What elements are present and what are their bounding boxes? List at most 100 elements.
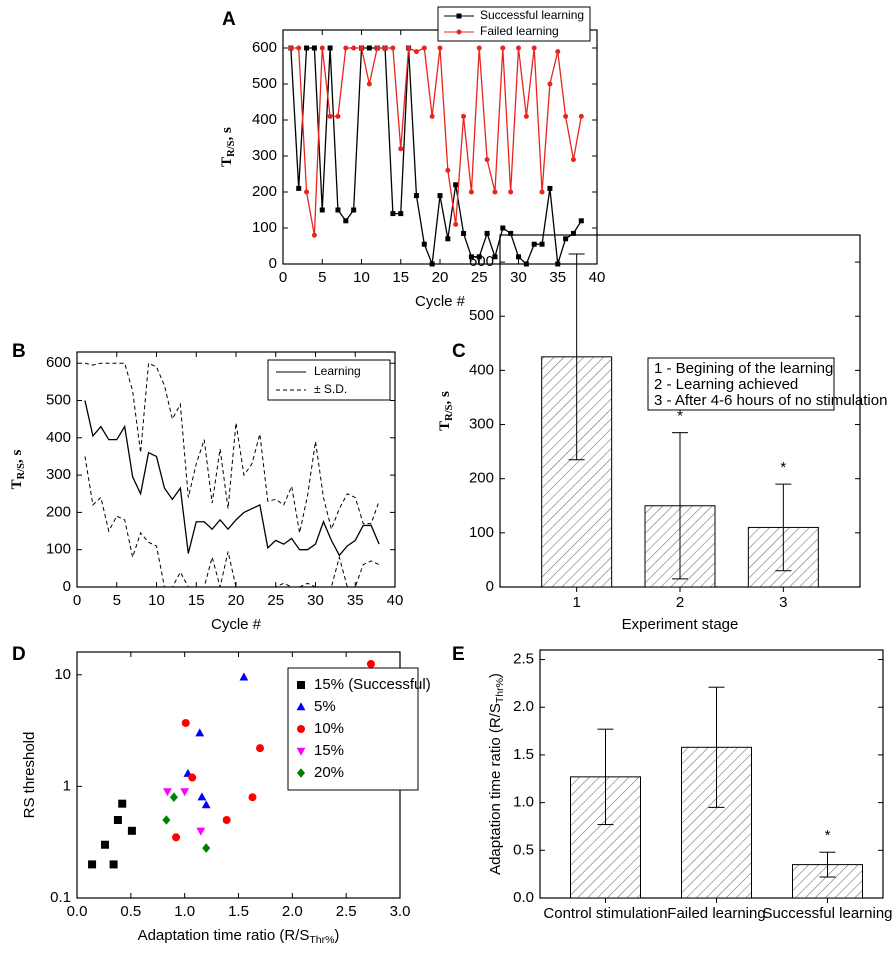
marker: [468, 189, 474, 195]
marker: [570, 230, 576, 236]
marker: [492, 189, 498, 195]
marker: [118, 799, 127, 808]
series-line: [84, 456, 380, 588]
marker: [484, 230, 490, 236]
marker: [547, 81, 553, 87]
y-axis-label: Adaptation time ratio (R/SThr%): [487, 673, 506, 875]
y-tick-label: 500: [252, 75, 277, 92]
marker: [327, 113, 333, 119]
marker: [201, 800, 211, 809]
y-tick-label: 0: [63, 578, 71, 595]
marker: [88, 860, 97, 869]
y-axis-label-sub: R/S: [226, 140, 237, 157]
marker: [100, 840, 109, 849]
x-axis-label-sub: Thr%: [309, 934, 334, 946]
significance-mark: *: [677, 408, 683, 425]
marker: [516, 254, 521, 260]
marker: [570, 157, 576, 163]
x-tick-label: 25: [267, 592, 284, 609]
y-axis-label-after: , s: [9, 449, 25, 463]
x-tick-label: 15: [392, 269, 409, 286]
marker: [476, 45, 482, 51]
marker: [429, 261, 435, 267]
marker: [398, 211, 404, 217]
y-axis-label-sub: Thr%: [494, 678, 506, 703]
marker: [297, 768, 305, 778]
panel-letter: A: [222, 9, 236, 30]
y-axis-label: TR/S, s: [219, 127, 237, 167]
legend-label: 5%: [314, 698, 336, 715]
marker: [578, 218, 584, 224]
y-axis-label: TR/S, s: [437, 391, 455, 431]
x-axis-label: Adaptation time ratio (R/SThr%): [138, 927, 340, 946]
y-axis-label-main: T: [437, 421, 453, 431]
y-tick-label: 600: [469, 253, 494, 270]
y-axis-label-sub: R/S: [16, 463, 27, 480]
y-tick-label: 1.5: [513, 746, 534, 763]
marker: [390, 45, 396, 51]
significance-mark: *: [825, 827, 831, 844]
y-axis-label: RS threshold: [21, 732, 38, 819]
marker: [390, 211, 396, 217]
y-tick-label: 0.5: [513, 841, 534, 858]
marker: [398, 146, 404, 152]
marker: [413, 49, 419, 55]
marker: [531, 241, 537, 247]
marker: [445, 167, 451, 173]
x-tick-label: 2.5: [336, 903, 357, 920]
marker: [421, 241, 427, 247]
bar: [681, 746, 752, 899]
marker: [169, 792, 178, 803]
marker: [297, 725, 305, 733]
marker: [539, 189, 545, 195]
y-tick-label: 600: [46, 354, 71, 371]
y-tick-label: 1.0: [513, 794, 534, 811]
marker: [335, 207, 341, 213]
marker: [366, 45, 372, 51]
marker: [195, 728, 205, 737]
panel-letter: E: [452, 644, 465, 665]
marker: [127, 826, 136, 835]
marker: [366, 81, 372, 87]
legend-box: [287, 667, 419, 791]
legend-label: 1 - Begining of the learning: [654, 360, 833, 377]
x-tick-label: 30: [307, 592, 324, 609]
marker: [319, 45, 325, 51]
marker: [456, 13, 462, 19]
marker: [180, 788, 190, 797]
marker: [539, 241, 545, 247]
x-tick-label: 0.0: [67, 903, 88, 920]
x-tick-label: 35: [347, 592, 364, 609]
legend-label: 2 - Learning achieved: [654, 376, 798, 393]
marker: [311, 232, 317, 238]
marker: [163, 788, 172, 797]
marker: [406, 45, 412, 51]
marker: [531, 45, 537, 51]
panel-letter: D: [12, 644, 26, 665]
significance-mark: *: [780, 459, 786, 476]
y-tick-label: 100: [469, 524, 494, 541]
marker: [359, 45, 364, 51]
marker: [461, 230, 467, 236]
marker: [563, 113, 569, 119]
y-tick-label: 2.5: [513, 651, 534, 668]
legend-label: 10%: [314, 720, 344, 737]
x-tick-label: 30: [510, 269, 527, 286]
marker: [523, 113, 529, 119]
marker: [304, 45, 310, 51]
legend-label: 15%: [314, 742, 344, 759]
x-tick-label: Failed learning: [667, 905, 765, 922]
marker: [484, 157, 490, 163]
marker: [319, 207, 325, 213]
legend-label: 15% (Successful): [314, 676, 431, 693]
x-tick-label: 0.5: [120, 903, 141, 920]
y-axis-label-after: ): [487, 673, 504, 678]
y-tick-label: 300: [469, 416, 494, 433]
x-tick-label: 3: [779, 594, 787, 611]
y-tick-label: 400: [46, 429, 71, 446]
marker: [248, 793, 257, 802]
marker: [109, 860, 118, 869]
marker: [296, 702, 306, 711]
legend-label: 3 - After 4-6 hours of no stimulation: [654, 392, 887, 409]
marker: [555, 49, 561, 55]
